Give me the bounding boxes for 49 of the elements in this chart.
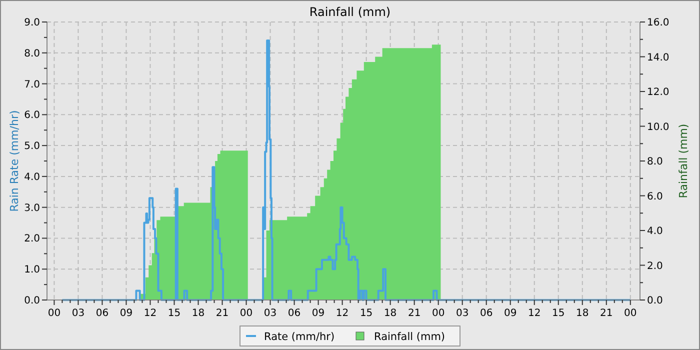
legend-label: Rainfall (mm) xyxy=(374,331,446,343)
x-tick-label: 00 xyxy=(240,308,253,319)
y-tick-label: 1.0 xyxy=(24,264,40,276)
x-tick-label: 18 xyxy=(192,308,205,319)
y2-tick-label: 6.0 xyxy=(647,191,663,202)
y-tick-label: 3.0 xyxy=(24,202,40,214)
x-tick-label: 03 xyxy=(264,308,277,319)
x-tick-label: 00 xyxy=(48,308,61,319)
y-tick-label: 5.0 xyxy=(24,141,40,152)
x-tick-label: 15 xyxy=(552,308,565,319)
y2-tick-label: 16.0 xyxy=(647,18,670,28)
y-tick-label: 4.0 xyxy=(24,172,40,183)
y2-tick-label: 12.0 xyxy=(647,87,670,98)
y-tick-label: 7.0 xyxy=(24,79,40,90)
y2-tick-label: 14.0 xyxy=(647,52,670,64)
x-tick-label: 12 xyxy=(144,308,157,319)
x-tick-label: 09 xyxy=(504,308,517,319)
x-tick-label: 00 xyxy=(432,308,445,319)
y-tick-label: 6.0 xyxy=(24,110,40,122)
x-tick-label: 21 xyxy=(216,308,229,319)
x-tick-label: 09 xyxy=(120,308,133,319)
x-tick-label: 18 xyxy=(384,308,397,319)
x-tick-label: 12 xyxy=(336,308,349,319)
y2-tick-label: 8.0 xyxy=(647,156,663,168)
y2-tick-label: 10.0 xyxy=(647,122,670,133)
y2-tick-label: 2.0 xyxy=(647,260,663,272)
y2-tick-label: 0.0 xyxy=(647,296,663,306)
x-tick-label: 03 xyxy=(456,308,469,319)
y-tick-label: 0.0 xyxy=(24,296,40,306)
y2-tick-label: 4.0 xyxy=(647,226,663,237)
x-tick-label: 15 xyxy=(168,308,181,319)
y2-axis-title: Rainfall (mm) xyxy=(677,124,690,198)
x-tick-label: 09 xyxy=(312,308,325,319)
y-tick-label: 8.0 xyxy=(24,48,40,60)
x-tick-label: 21 xyxy=(600,308,613,319)
y-axis-title: Rain Rate (mm/hr) xyxy=(8,110,21,212)
x-tick-label: 06 xyxy=(288,308,301,319)
x-tick-label: 06 xyxy=(480,308,493,319)
y-tick-label: 2.0 xyxy=(24,234,40,245)
x-tick-label: 00 xyxy=(624,308,637,319)
x-tick-label: 15 xyxy=(360,308,373,319)
chart-title: Rainfall (mm) xyxy=(309,5,391,19)
x-tick-label: 06 xyxy=(96,308,109,319)
legend-label: Rate (mm/hr) xyxy=(264,331,335,343)
x-tick-label: 12 xyxy=(528,308,541,319)
x-tick-label: 21 xyxy=(408,308,421,319)
y-tick-label: 9.0 xyxy=(24,18,40,28)
x-tick-label: 03 xyxy=(72,308,85,319)
x-tick-label: 18 xyxy=(576,308,589,319)
